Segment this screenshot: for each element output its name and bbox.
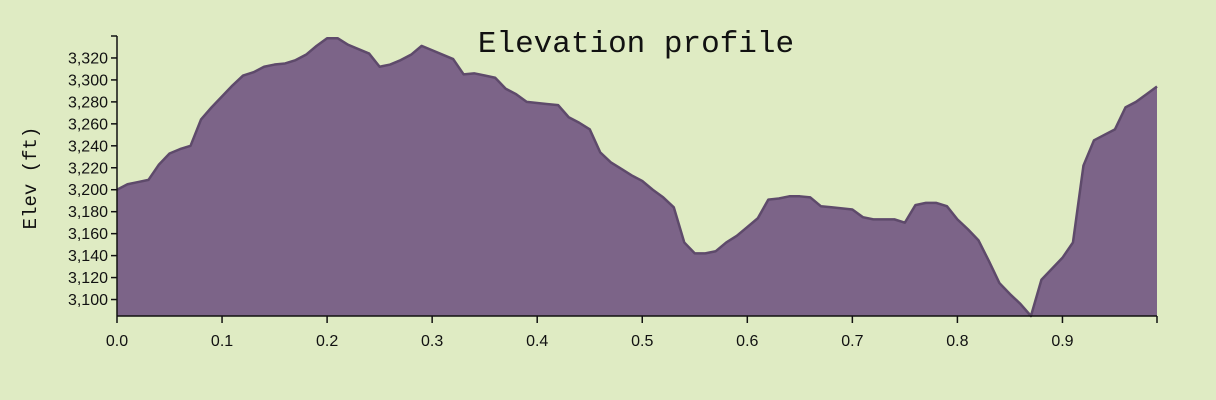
y-axis-label: Elev (ft) (20, 127, 42, 230)
x-tick-label: 0.3 (421, 333, 443, 350)
y-tick-label: 3,260 (68, 116, 108, 133)
y-tick-label: 3,140 (68, 248, 108, 265)
area-layer (116, 36, 1158, 318)
y-tick-label: 3,200 (68, 182, 108, 199)
chart-title: Elevation profile (478, 27, 794, 62)
axis-layer: 3,100 3,120 3,140 3,160 3,180 3,200 3,220 3,240… (68, 35, 1158, 350)
y-tick-label: 3,320 (68, 50, 108, 67)
y-tick-label: 3,280 (68, 94, 108, 111)
x-tick-label: 0.4 (526, 333, 548, 350)
y-tick-label: 3,220 (68, 160, 108, 177)
x-tick-label: 0.9 (1051, 333, 1073, 350)
elevation-line (116, 36, 1158, 318)
x-tick-label: 0.2 (316, 333, 338, 350)
y-tick-label: 3,100 (68, 292, 108, 309)
y-tick-label: 3,120 (68, 270, 108, 287)
y-tick-label: 3,160 (68, 226, 108, 243)
y-tick-label: 3,180 (68, 204, 108, 221)
x-tick-label: 0.0 (106, 333, 128, 350)
elevation-area (117, 38, 1157, 316)
x-tick-label: 0.5 (631, 333, 653, 350)
x-tick-label: 0.6 (736, 333, 758, 350)
x-tick-label: 0.7 (841, 333, 863, 350)
y-tick-label: 3,240 (68, 138, 108, 155)
x-tick-label: 0.1 (211, 333, 233, 350)
y-tick-label: 3,300 (68, 72, 108, 89)
x-tick-label: 0.8 (946, 333, 968, 350)
